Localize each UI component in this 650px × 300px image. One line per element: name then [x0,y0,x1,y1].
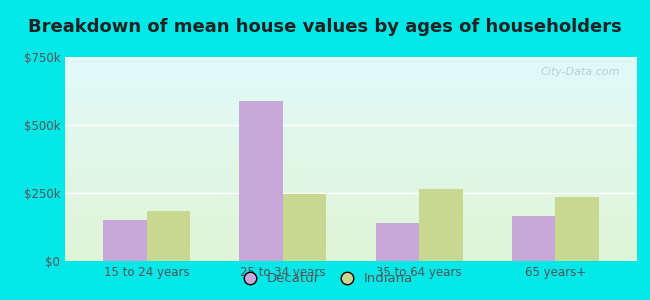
Text: City-Data.com: City-Data.com [540,67,620,77]
Legend: Decatur, Indiana: Decatur, Indiana [231,267,419,290]
Bar [239,100,283,261]
Bar [147,211,190,261]
Text: Breakdown of mean house values by ages of householders: Breakdown of mean house values by ages o… [28,18,622,36]
Bar [376,223,419,261]
Bar [283,194,326,261]
Bar [419,189,463,261]
Bar [555,197,599,261]
Bar [512,216,555,261]
Bar [103,220,147,261]
